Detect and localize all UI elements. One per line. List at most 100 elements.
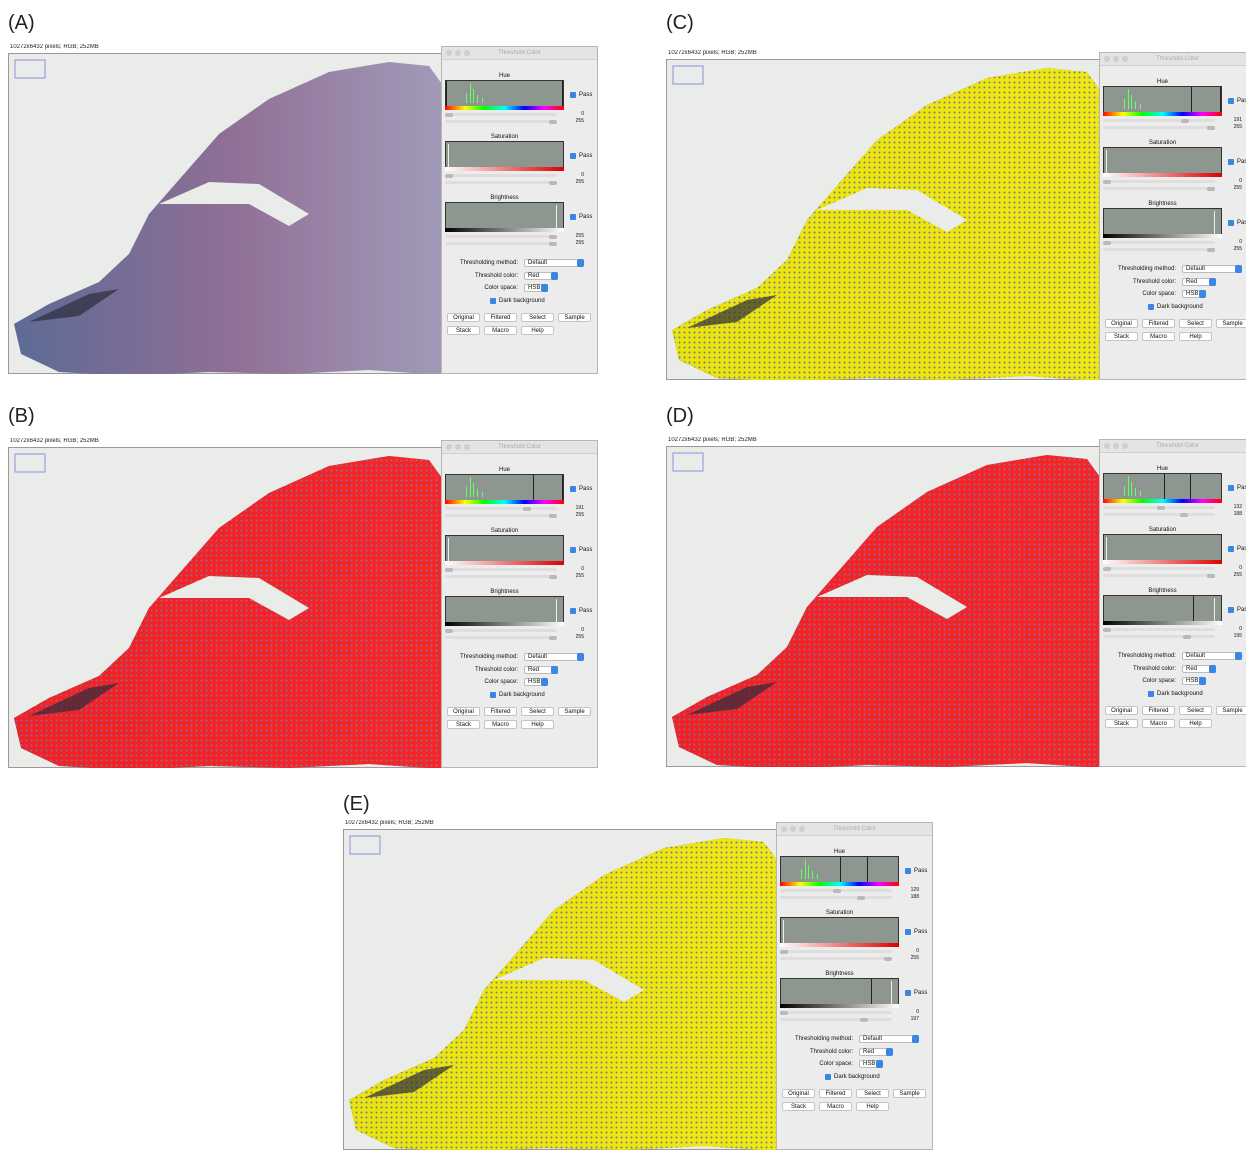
checkbox[interactable] — [490, 298, 496, 304]
checkbox[interactable] — [570, 92, 576, 98]
dropdown[interactable]: HSB — [1182, 290, 1206, 298]
dropdown-arrow[interactable] — [1235, 652, 1242, 660]
dropdown-arrow[interactable] — [551, 666, 558, 674]
checkbox[interactable] — [570, 214, 576, 220]
button[interactable]: Select — [521, 707, 554, 716]
button[interactable]: Help — [1179, 332, 1212, 341]
checkbox[interactable] — [825, 1074, 831, 1080]
slider-thumb[interactable] — [1103, 628, 1111, 632]
dropdown[interactable]: HSB — [1182, 677, 1206, 685]
dropdown-arrow[interactable] — [912, 1035, 919, 1043]
slider-thumb[interactable] — [445, 568, 453, 572]
button[interactable]: Stack — [447, 720, 480, 729]
dropdown-arrow[interactable] — [1209, 665, 1216, 673]
button[interactable]: Help — [1179, 719, 1212, 728]
dropdown-arrow[interactable] — [886, 1048, 893, 1056]
checkbox[interactable] — [905, 868, 911, 874]
dropdown-arrow[interactable] — [541, 284, 548, 292]
checkbox[interactable] — [1148, 691, 1154, 697]
button[interactable]: Stack — [447, 326, 480, 335]
button[interactable]: Filtered — [1142, 319, 1175, 328]
dropdown[interactable]: Red — [524, 666, 558, 674]
button[interactable]: Help — [521, 720, 554, 729]
button[interactable]: Original — [1105, 706, 1138, 715]
slider-thumb[interactable] — [1207, 187, 1215, 191]
dropdown-arrow[interactable] — [1209, 278, 1216, 286]
dropdown[interactable]: HSB — [859, 1060, 883, 1068]
slider-thumb[interactable] — [884, 957, 892, 961]
dropdown[interactable]: HSB — [524, 678, 548, 686]
dropdown-arrow[interactable] — [551, 272, 558, 280]
slider-thumb[interactable] — [523, 507, 531, 511]
slider-thumb[interactable] — [1157, 506, 1165, 510]
checkbox[interactable] — [570, 486, 576, 492]
dropdown[interactable]: HSB — [524, 284, 548, 292]
slider-thumb[interactable] — [1103, 567, 1111, 571]
checkbox[interactable] — [1148, 304, 1154, 310]
slider-thumb[interactable] — [780, 1011, 788, 1015]
slider-thumb[interactable] — [1181, 119, 1189, 123]
button[interactable]: Select — [521, 313, 554, 322]
checkbox[interactable] — [570, 547, 576, 553]
button[interactable]: Sample — [893, 1089, 926, 1098]
checkbox[interactable] — [1228, 485, 1234, 491]
dropdown[interactable]: Default — [1182, 265, 1242, 273]
button[interactable]: Stack — [1105, 719, 1138, 728]
slider-thumb[interactable] — [445, 174, 453, 178]
checkbox[interactable] — [570, 153, 576, 159]
button[interactable]: Stack — [782, 1102, 815, 1111]
slider-thumb[interactable] — [549, 120, 557, 124]
checkbox[interactable] — [1228, 220, 1234, 226]
button[interactable]: Filtered — [1142, 706, 1175, 715]
button[interactable]: Filtered — [484, 707, 517, 716]
button[interactable]: Original — [782, 1089, 815, 1098]
button[interactable]: Select — [856, 1089, 889, 1098]
button[interactable]: Original — [1105, 319, 1138, 328]
checkbox[interactable] — [570, 608, 576, 614]
slider-thumb[interactable] — [1207, 248, 1215, 252]
dropdown[interactable]: Red — [1182, 665, 1216, 673]
checkbox[interactable] — [490, 692, 496, 698]
dropdown-arrow[interactable] — [1199, 677, 1206, 685]
checkbox[interactable] — [905, 990, 911, 996]
dropdown-arrow[interactable] — [876, 1060, 883, 1068]
checkbox[interactable] — [905, 929, 911, 935]
slider-thumb[interactable] — [1207, 126, 1215, 130]
button[interactable]: Sample — [558, 707, 591, 716]
button[interactable]: Sample — [1216, 706, 1246, 715]
checkbox[interactable] — [1228, 159, 1234, 165]
button[interactable]: Select — [1179, 706, 1212, 715]
checkbox[interactable] — [1228, 546, 1234, 552]
button[interactable]: Macro — [1142, 719, 1175, 728]
dropdown[interactable]: Default — [859, 1035, 919, 1043]
dropdown[interactable]: Default — [1182, 652, 1242, 660]
slider-thumb[interactable] — [549, 242, 557, 246]
button[interactable]: Select — [1179, 319, 1212, 328]
slider-thumb[interactable] — [549, 235, 557, 239]
dropdown-arrow[interactable] — [577, 259, 584, 267]
dropdown[interactable]: Red — [859, 1048, 893, 1056]
slider-thumb[interactable] — [857, 896, 865, 900]
slider-thumb[interactable] — [549, 181, 557, 185]
button[interactable]: Original — [447, 313, 480, 322]
button[interactable]: Stack — [1105, 332, 1138, 341]
button[interactable]: Macro — [1142, 332, 1175, 341]
button[interactable]: Macro — [484, 720, 517, 729]
slider-thumb[interactable] — [1180, 513, 1188, 517]
slider-thumb[interactable] — [1103, 241, 1111, 245]
slider-thumb[interactable] — [549, 636, 557, 640]
dropdown-arrow[interactable] — [541, 678, 548, 686]
button[interactable]: Original — [447, 707, 480, 716]
dropdown[interactable]: Default — [524, 653, 584, 661]
slider-thumb[interactable] — [1103, 180, 1111, 184]
slider-thumb[interactable] — [549, 575, 557, 579]
button[interactable]: Help — [521, 326, 554, 335]
slider-thumb[interactable] — [445, 629, 453, 633]
slider-thumb[interactable] — [549, 514, 557, 518]
dropdown-arrow[interactable] — [577, 653, 584, 661]
button[interactable]: Sample — [558, 313, 591, 322]
slider-thumb[interactable] — [780, 950, 788, 954]
slider-thumb[interactable] — [833, 889, 841, 893]
dropdown[interactable]: Red — [524, 272, 558, 280]
button[interactable]: Macro — [819, 1102, 852, 1111]
